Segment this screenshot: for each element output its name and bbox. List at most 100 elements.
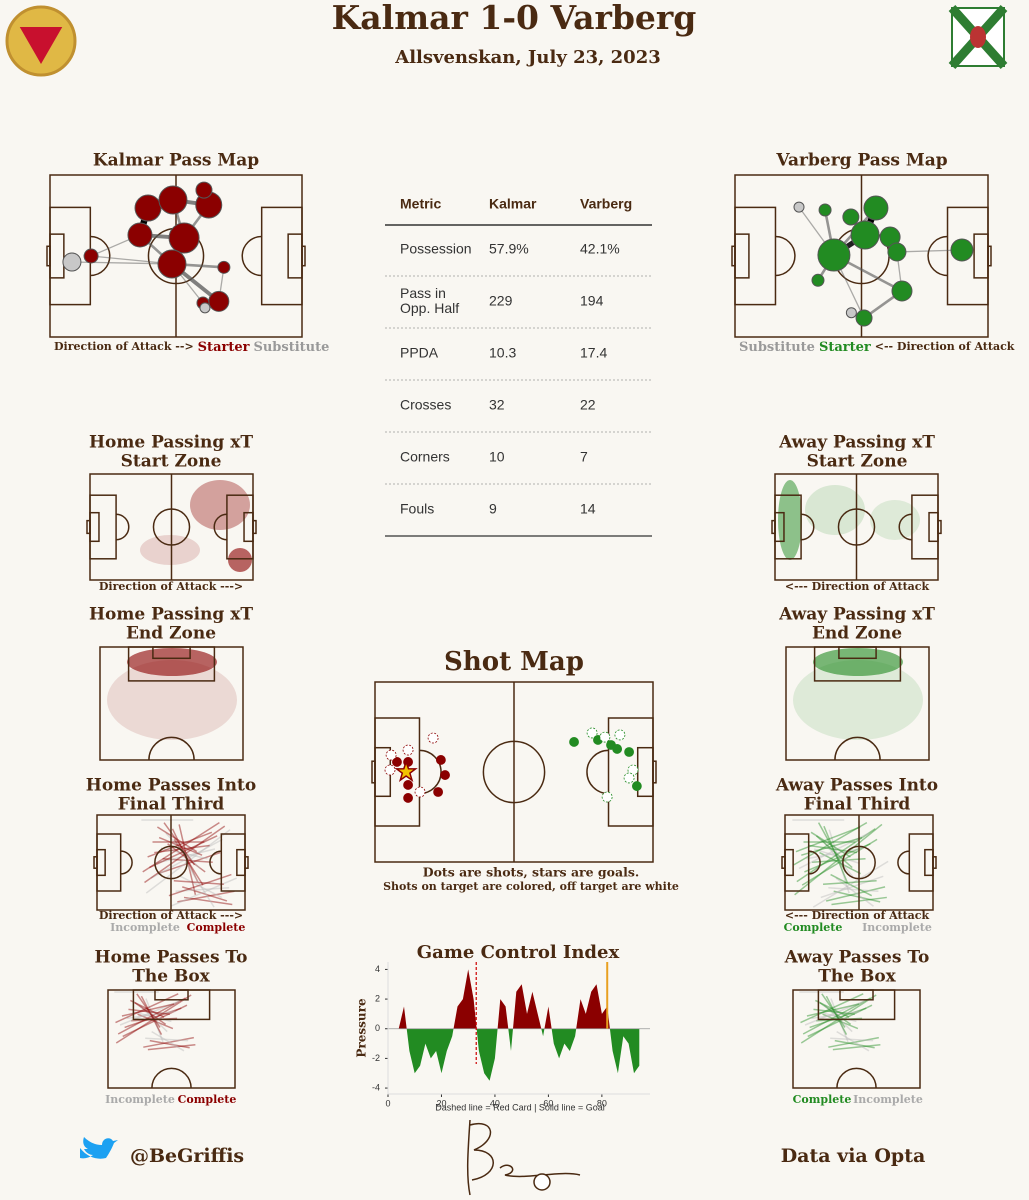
pitch xyxy=(771,473,942,581)
pass-trace xyxy=(812,860,889,908)
pitch-line xyxy=(241,235,262,277)
legend-item: Complete xyxy=(784,921,843,934)
player-node xyxy=(842,208,860,226)
x-tick-label: 60 xyxy=(543,1098,553,1108)
pass-trace xyxy=(798,832,869,870)
x-tick-label: 40 xyxy=(490,1098,500,1108)
pitch-line xyxy=(652,760,657,784)
player-node xyxy=(217,260,231,274)
table-cell: 229 xyxy=(489,293,513,309)
pass-trace xyxy=(807,1004,873,1038)
y-axis-label: Pressure xyxy=(355,998,369,1058)
pitch-line xyxy=(834,736,881,761)
pass-trace xyxy=(128,1008,170,1015)
pass-trace xyxy=(822,879,877,885)
pass-trace xyxy=(122,1004,188,1038)
panel-title: Home Passes To xyxy=(95,948,248,968)
pitch-line xyxy=(120,850,133,875)
pitch-line xyxy=(839,989,874,1001)
pass-trace xyxy=(149,1039,190,1049)
pitch-line xyxy=(837,508,876,546)
player-node xyxy=(157,249,187,279)
pitch-line xyxy=(842,845,876,880)
pass-map-caption: Substitute Starter <-- Direction of Attack xyxy=(739,340,1015,355)
pass-trace xyxy=(154,844,210,854)
pitch-line xyxy=(213,513,227,541)
pitch-line xyxy=(86,519,91,535)
shot xyxy=(601,791,613,803)
player-node xyxy=(62,252,82,272)
pass-trace xyxy=(170,877,238,907)
pass-trace xyxy=(175,887,230,893)
player-node xyxy=(863,195,889,221)
shot xyxy=(433,787,444,797)
panel-title: Final Third xyxy=(118,795,225,815)
pitch xyxy=(781,814,937,911)
pass-trace xyxy=(158,836,203,856)
panel-title: Varberg Pass Map xyxy=(775,151,947,171)
y-tick-label: 0 xyxy=(375,1023,380,1033)
panel-title: Start Zone xyxy=(807,452,908,472)
player-node xyxy=(195,181,213,199)
heat-blob xyxy=(190,480,250,530)
pass-trace xyxy=(823,1004,853,1033)
pitch-line xyxy=(898,513,912,541)
pitch-line xyxy=(148,736,195,761)
pass-trace xyxy=(795,826,861,853)
goal-star xyxy=(394,759,418,782)
signature xyxy=(466,1119,581,1196)
pass-trace xyxy=(182,886,228,902)
pitch xyxy=(107,989,236,1089)
pass-map-caption: Direction of Attack --> Starter Substitute xyxy=(54,340,329,355)
pass-trace xyxy=(833,890,881,903)
panel-title: Home Passes Into xyxy=(86,776,256,796)
pitch-line xyxy=(252,519,257,535)
pass-trace xyxy=(828,887,879,893)
pass-trace xyxy=(820,875,884,899)
pass-trace xyxy=(809,1007,867,1029)
pitch xyxy=(99,646,244,761)
panel-title: Away Passing xT xyxy=(778,605,935,625)
shot xyxy=(586,727,598,739)
shot xyxy=(631,781,642,791)
pass-trace xyxy=(830,998,849,1043)
panel-title: End Zone xyxy=(126,624,216,644)
pitch-line xyxy=(987,245,992,267)
pass-trace xyxy=(832,1044,881,1051)
chart-title: Game Control Index xyxy=(417,942,620,963)
pass-trace xyxy=(813,1008,855,1015)
player-node xyxy=(83,248,99,264)
pitch-line xyxy=(244,856,249,869)
pass-trace xyxy=(184,860,215,908)
heat-blob xyxy=(107,660,237,740)
legend-item: Direction of Attack --> xyxy=(54,340,194,353)
y-tick-label: 4 xyxy=(375,964,380,974)
pass-trace xyxy=(124,1007,182,1029)
shot xyxy=(414,786,426,798)
pitch-line xyxy=(419,749,442,795)
pitch-line xyxy=(482,740,546,804)
pass-trace xyxy=(177,890,235,903)
pass-trace xyxy=(806,1003,860,1017)
shot-note: Dots are shots, stars are goals. xyxy=(423,865,640,880)
panel-title: Home Passing xT xyxy=(89,605,253,625)
legend-item: Starter xyxy=(819,340,871,355)
pass-trace xyxy=(815,835,853,869)
pitch-line xyxy=(90,235,111,277)
table-cell: 14 xyxy=(580,501,596,517)
player-node xyxy=(818,203,832,217)
pass-trace xyxy=(825,995,848,1035)
shot xyxy=(612,744,623,754)
shot xyxy=(427,732,439,744)
shot xyxy=(569,737,579,747)
heat-blob xyxy=(140,535,200,565)
pass-trace xyxy=(836,1030,870,1052)
pass-trace xyxy=(819,1002,852,1026)
legend-item: Incomplete xyxy=(110,921,180,934)
table-header: Varberg xyxy=(580,196,632,212)
pitch-line xyxy=(775,235,796,277)
pass-trace xyxy=(157,851,221,875)
legend-item: Incomplete xyxy=(862,921,932,934)
player-node xyxy=(811,273,825,287)
